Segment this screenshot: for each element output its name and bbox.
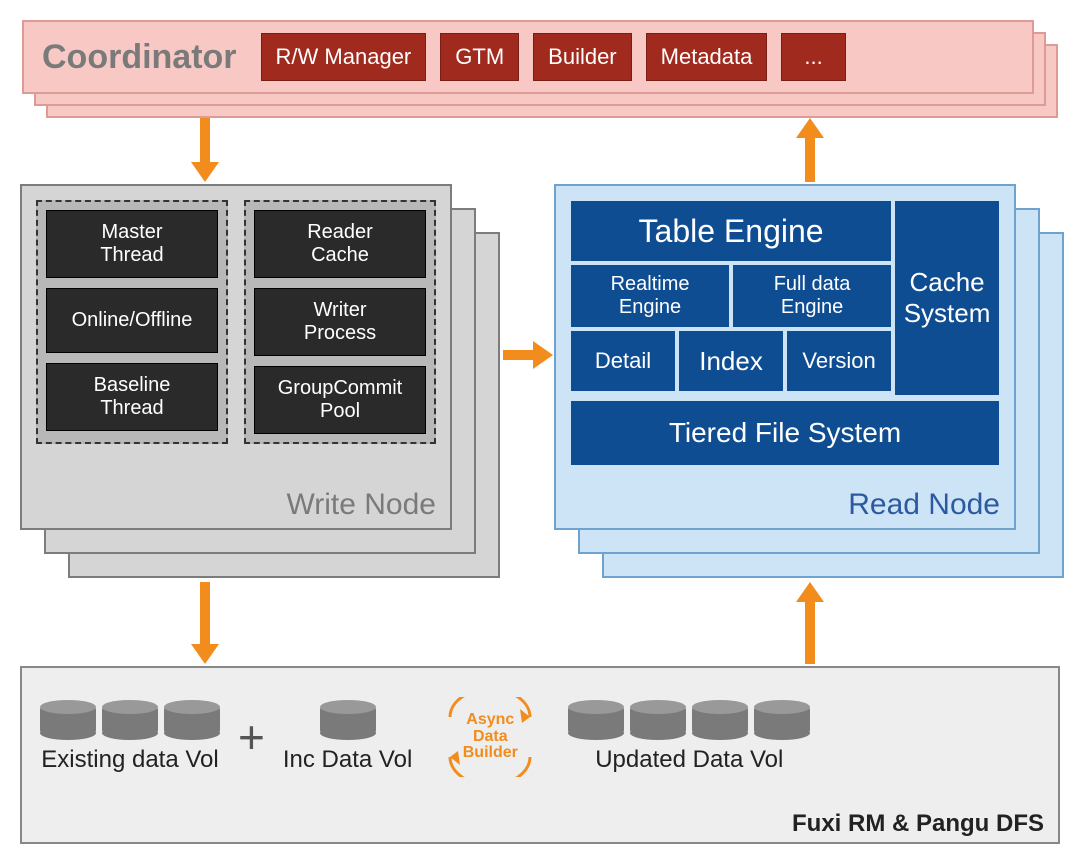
coord-box-metadata: Metadata (646, 33, 768, 81)
master-thread-box: Master Thread (46, 210, 218, 278)
cylinder-icon (40, 700, 96, 740)
cylinder-icon (568, 700, 624, 740)
write-node-stack: Master Thread Online/Offline Baseline Th… (20, 184, 500, 530)
detail-box: Detail (570, 330, 676, 392)
online-offline-box: Online/Offline (46, 288, 218, 353)
storage-footer: Fuxi RM & Pangu DFS (792, 810, 1044, 838)
async-data-builder: Async Data Builder (430, 697, 550, 777)
arrow-write-to-read (503, 335, 553, 375)
cylinder-icon (754, 700, 810, 740)
storage-panel: Existing data Vol + Inc Data Vol Async D… (20, 666, 1060, 844)
groupcommit-pool-box: GroupCommit Pool (254, 366, 426, 434)
updated-vol-group: Updated Data Vol (568, 700, 810, 774)
reader-cache-box: Reader Cache (254, 210, 426, 278)
index-box: Index (678, 330, 784, 392)
write-node-panel: Master Thread Online/Offline Baseline Th… (20, 184, 452, 530)
tiered-fs-box: Tiered File System (570, 400, 1000, 466)
version-box: Version (786, 330, 892, 392)
updated-vol-label: Updated Data Vol (568, 746, 810, 774)
cylinder-icon (630, 700, 686, 740)
cylinder-icon (102, 700, 158, 740)
read-node-stack: Table Engine Realtime Engine Full data E… (554, 184, 1064, 530)
read-node-panel: Table Engine Realtime Engine Full data E… (554, 184, 1016, 530)
plus-icon: + (238, 710, 265, 764)
write-group-right: Reader Cache Writer Process GroupCommit … (244, 200, 436, 444)
baseline-thread-box: Baseline Thread (46, 363, 218, 431)
coord-box-builder: Builder (533, 33, 631, 81)
arrow-coord-to-write (185, 118, 225, 182)
table-engine-box: Table Engine (570, 200, 892, 262)
coord-box-rw: R/W Manager (261, 33, 427, 81)
arrow-write-to-storage (185, 582, 225, 664)
realtime-engine-box: Realtime Engine (570, 264, 730, 328)
write-group-left: Master Thread Online/Offline Baseline Th… (36, 200, 228, 444)
cylinder-icon (320, 700, 376, 740)
cylinder-icon (692, 700, 748, 740)
inc-vol-group: Inc Data Vol (283, 700, 412, 774)
coord-box-gtm: GTM (440, 33, 519, 81)
writer-process-box: Writer Process (254, 288, 426, 356)
fulldata-engine-box: Full data Engine (732, 264, 892, 328)
coordinator-stack: Coordinator R/W Manager GTM Builder Meta… (22, 20, 1058, 94)
inc-vol-label: Inc Data Vol (283, 746, 412, 774)
write-node-label: Write Node (286, 488, 436, 522)
coord-box-more: ... (781, 33, 845, 81)
existing-vol-group: Existing data Vol (40, 700, 220, 774)
arrow-storage-to-read (790, 582, 830, 664)
arrow-read-to-coord (790, 118, 830, 182)
coordinator-panel: Coordinator R/W Manager GTM Builder Meta… (22, 20, 1034, 94)
coordinator-title: Coordinator (42, 38, 237, 77)
read-node-label: Read Node (848, 488, 1000, 522)
cylinder-icon (164, 700, 220, 740)
cache-system-box: Cache System (894, 200, 1000, 396)
existing-vol-label: Existing data Vol (40, 746, 220, 774)
